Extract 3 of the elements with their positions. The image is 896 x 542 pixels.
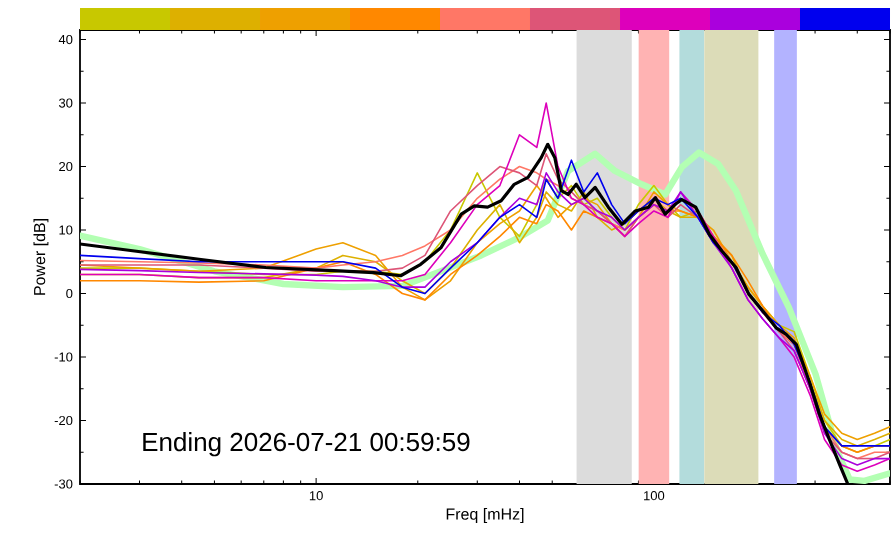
annotation: Ending 2026-07-21 00:59:59 xyxy=(143,432,470,457)
x-axis-title: Freq [mHz] xyxy=(446,507,524,523)
y-axis-title: Power [dB] xyxy=(33,219,49,295)
